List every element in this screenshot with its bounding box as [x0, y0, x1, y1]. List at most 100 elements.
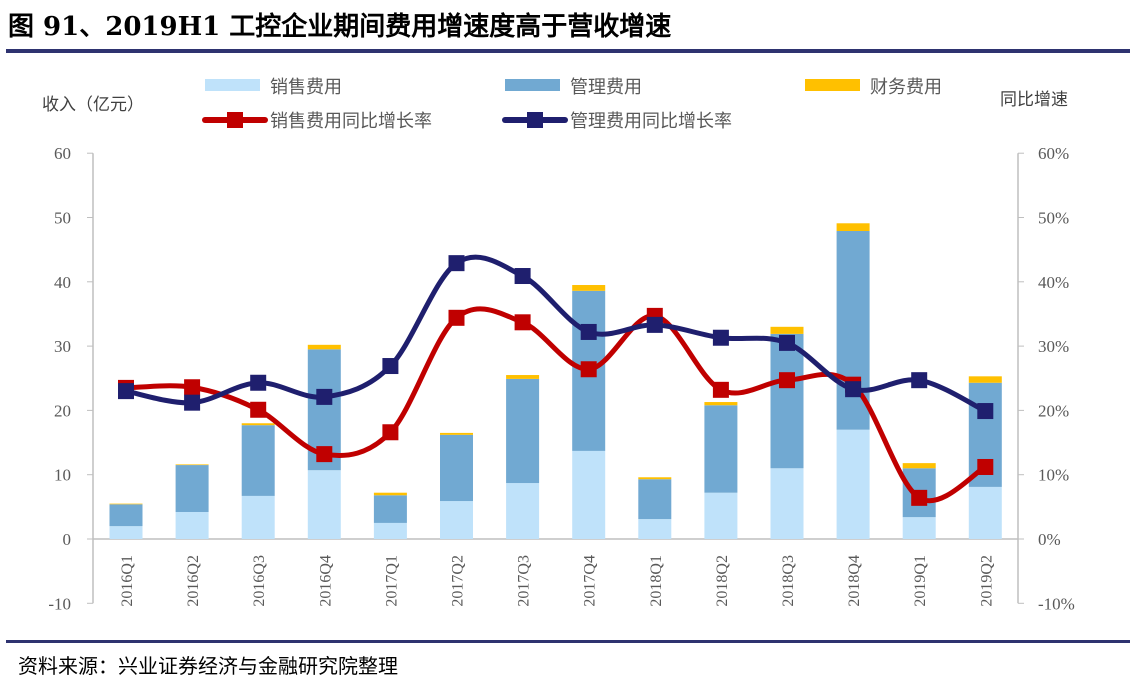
right-tick-label: 50%	[1038, 209, 1069, 228]
mgmt-growth-marker	[514, 268, 531, 285]
left-tick-label: -10	[48, 594, 71, 613]
left-tick-label: 20	[54, 401, 71, 420]
left-tick-label: 40	[54, 273, 71, 292]
bar-finance	[836, 223, 870, 232]
bar-sales	[902, 517, 936, 539]
mgmt-growth-line	[125, 254, 987, 414]
legend-swatch	[205, 79, 260, 91]
bar-mgmt	[638, 479, 672, 520]
category-label: 2017Q4	[582, 555, 599, 607]
bar-finance	[109, 503, 143, 505]
category-label: 2018Q4	[846, 555, 863, 607]
category-label: 2019Q1	[912, 555, 929, 607]
mgmt-growth-marker	[712, 329, 729, 346]
bar-mgmt	[175, 465, 209, 512]
sales-growth-marker	[250, 401, 267, 418]
left-tick-label: 30	[54, 337, 71, 356]
source-note: 资料来源：兴业证券经济与金融研究院整理	[18, 654, 398, 678]
left-tick-label: 0	[63, 530, 72, 549]
bar-sales	[968, 486, 1002, 539]
bar-finance	[175, 464, 209, 466]
bar-finance	[770, 326, 804, 334]
bar-sales	[109, 526, 143, 539]
sales-growth-marker	[779, 372, 795, 389]
title-rule	[6, 49, 1130, 53]
right-tick-label: 40%	[1038, 273, 1069, 292]
category-label: 2017Q2	[450, 555, 467, 607]
mgmt-growth-marker	[580, 323, 597, 340]
bar-sales	[638, 519, 672, 539]
bar-mgmt	[241, 425, 275, 496]
y2-axis-title: 同比增速	[1000, 90, 1068, 110]
bar-finance	[572, 285, 606, 291]
category-label: 2018Q1	[648, 555, 665, 607]
bar-sales	[440, 501, 473, 539]
right-tick-label: 60%	[1038, 144, 1069, 163]
legend-label: 销售费用同比增长率	[270, 111, 432, 132]
right-tick-label: 0%	[1038, 530, 1061, 549]
bar-mgmt	[109, 504, 143, 527]
sales-growth-marker	[514, 314, 531, 331]
category-label: 2019Q2	[978, 555, 995, 607]
bar-mgmt	[440, 434, 473, 502]
category-label: 2017Q3	[516, 555, 533, 607]
legend-label: 管理费用	[570, 77, 642, 98]
mgmt-growth-marker	[911, 372, 928, 389]
sales-growth-marker	[911, 489, 928, 506]
legend-label: 管理费用同比增长率	[570, 111, 732, 132]
y-axis-title: 收入（亿元）	[42, 95, 144, 115]
mgmt-growth-marker	[845, 381, 862, 398]
footer-rule	[6, 640, 1130, 643]
legend-swatch	[505, 79, 560, 91]
left-tick-label: 50	[54, 209, 71, 228]
mgmt-growth-marker	[646, 316, 663, 333]
right-tick-label: -10%	[1038, 594, 1075, 613]
bar-sales	[770, 468, 804, 539]
bar-finance	[638, 477, 672, 480]
right-tick-label: 10%	[1038, 466, 1069, 485]
left-tick-label: 60	[54, 144, 71, 163]
mgmt-growth-marker	[448, 255, 465, 272]
legend-label: 财务费用	[870, 77, 942, 98]
legend-label: 销售费用	[270, 77, 342, 98]
bar-mgmt	[704, 405, 738, 493]
mgmt-growth-marker	[382, 358, 399, 375]
category-label: 2016Q1	[119, 555, 136, 607]
bar-finance	[902, 463, 936, 469]
right-tick-label: 20%	[1038, 401, 1069, 420]
sales-growth-marker	[977, 458, 994, 475]
legend-swatch	[805, 79, 860, 91]
mgmt-growth-marker	[977, 403, 994, 420]
chart-title: 图 91、2019H1 工控企业期间费用增速度高于营收增速	[8, 12, 672, 42]
category-label: 2016Q4	[317, 555, 334, 607]
bar-finance	[506, 375, 540, 379]
bar-sales	[373, 522, 407, 539]
bar-sales	[704, 492, 738, 539]
bar-sales	[241, 495, 275, 539]
sales-growth-marker	[382, 424, 399, 441]
bar-finance	[704, 402, 738, 406]
bar-finance	[968, 376, 1002, 383]
bar-finance	[241, 423, 275, 426]
mgmt-growth-marker	[184, 394, 201, 411]
category-label: 2016Q3	[251, 555, 268, 607]
sales-growth-marker	[712, 381, 729, 398]
sales-growth-marker	[580, 361, 597, 378]
bar-sales	[836, 429, 870, 539]
bar-mgmt	[373, 495, 407, 523]
mgmt-growth-marker	[250, 374, 267, 391]
sales-growth-marker	[184, 379, 201, 396]
bar-finance	[373, 492, 407, 496]
bar-finance	[307, 344, 341, 350]
mgmt-growth-marker	[316, 388, 333, 405]
mgmt-growth-marker	[118, 383, 134, 400]
bar-sales	[307, 470, 341, 539]
sales-growth-marker	[448, 309, 465, 326]
sales-growth-marker	[316, 446, 333, 463]
bar-mgmt	[506, 378, 540, 484]
legend-marker	[227, 112, 243, 128]
left-tick-label: 10	[54, 466, 71, 485]
legend-marker	[527, 112, 543, 128]
category-label: 2016Q2	[185, 555, 202, 607]
